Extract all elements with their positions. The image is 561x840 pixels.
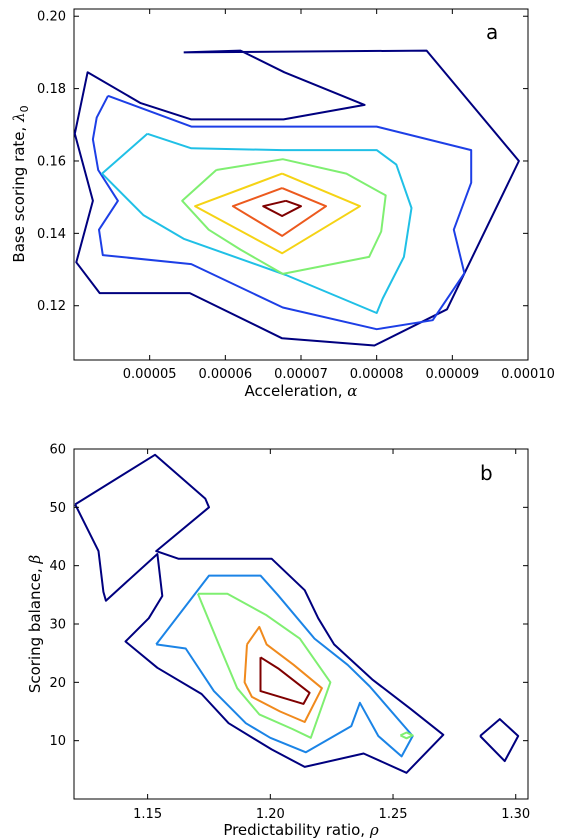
panel-a-x-ticks: 0.00005 0.00006 0.00007 0.00008 0.00009 0.000…: [123, 9, 555, 382]
panel-a-y-axis-symbol: λ: [10, 112, 28, 123]
panel-b-y-axis-text: Scoring balance,: [26, 564, 44, 694]
panel-b-x-axis-label: Predictability ratio, ρ: [223, 821, 379, 839]
panel-a-contour-level-3: [101, 132, 413, 314]
panel-b-contours: [74, 453, 520, 774]
panel-b-y-axis-symbol: β: [26, 555, 44, 565]
panel-a-contour-level-2: [91, 94, 473, 331]
panel-b-y-tick-label: 50: [49, 501, 66, 516]
panel-a-x-tick-label: 0.00010: [501, 367, 555, 382]
panel-b-contour-level-1: [74, 453, 445, 774]
panel-a-y-tick-label: 0.18: [37, 82, 66, 97]
panel-a-plot-frame: [73, 8, 529, 361]
panel-b: 1.15 1.20 1.25 1.30 10 20 30 40 50 60 b Predicta…: [26, 443, 530, 840]
panel-b-y-tick-label: 60: [49, 443, 66, 458]
panel-b-y-tick-label: 40: [49, 559, 66, 574]
panel-a-letter: a: [486, 20, 498, 44]
panel-a: 0.00005 0.00006 0.00007 0.00008 0.00009 0.000…: [10, 8, 555, 400]
panel-b-x-ticks: 1.15 1.20 1.25 1.30: [133, 449, 530, 822]
panel-a-y-axis-subscript: 0: [18, 105, 31, 112]
panel-a-contour-level-6: [231, 187, 327, 237]
panel-a-contour-level-7: [262, 199, 302, 217]
panel-b-y-axis-label: Scoring balance, β: [26, 555, 44, 694]
panel-b-contour-level-3-b: [399, 731, 414, 740]
panel-b-y-tick-label: 10: [49, 734, 66, 749]
panel-b-letter: b: [480, 461, 493, 485]
panel-a-y-tick-label: 0.12: [37, 299, 66, 314]
panel-a-y-tick-label: 0.14: [37, 227, 66, 242]
panel-a-y-axis-label: Base scoring rate, λ0: [10, 105, 31, 262]
panel-b-x-axis-text: Predictability ratio,: [223, 821, 370, 839]
panel-b-x-tick-label: 1.30: [501, 807, 530, 822]
panel-a-y-ticks: 0.12 0.14 0.16 0.18 0.20: [37, 10, 528, 314]
panel-a-x-tick-label: 0.00005: [123, 367, 177, 382]
panel-a-contours: [73, 49, 520, 347]
panel-b-contour-level-1-b: [479, 718, 520, 763]
panel-b-contour-level-3: [196, 592, 332, 739]
panel-a-x-axis-label: Acceleration, α: [245, 382, 358, 400]
panel-a-x-tick-label: 0.00008: [350, 367, 404, 382]
panel-a-x-tick-label: 0.00007: [274, 367, 328, 382]
panel-b-x-axis-symbol: ρ: [369, 821, 379, 839]
panel-b-x-tick-label: 1.25: [379, 807, 408, 822]
panel-a-contour-level-1: [73, 49, 520, 347]
panel-a-x-tick-label: 0.00006: [198, 367, 252, 382]
panel-a-x-axis-symbol: α: [347, 382, 357, 400]
panel-b-y-ticks: 10 20 30 40 50 60: [49, 443, 528, 749]
panel-b-y-tick-label: 30: [49, 618, 66, 633]
panel-a-y-tick-label: 0.20: [37, 10, 66, 25]
panel-a-contour-level-4: [181, 158, 387, 275]
panel-b-contour-level-5: [259, 656, 311, 705]
panel-a-x-axis-text: Acceleration,: [245, 382, 348, 400]
panel-b-contour-level-4: [243, 625, 323, 723]
panel-a-contour-level-5: [194, 172, 361, 255]
panel-a-y-tick-label: 0.16: [37, 154, 66, 169]
panel-b-y-tick-label: 20: [49, 676, 66, 691]
panel-b-x-tick-label: 1.20: [256, 807, 285, 822]
panel-a-x-tick-label: 0.00009: [425, 367, 479, 382]
panel-b-contour-level-2: [155, 574, 414, 758]
panel-a-y-axis-text: Base scoring rate,: [10, 122, 28, 263]
panel-b-x-tick-label: 1.15: [133, 807, 162, 822]
